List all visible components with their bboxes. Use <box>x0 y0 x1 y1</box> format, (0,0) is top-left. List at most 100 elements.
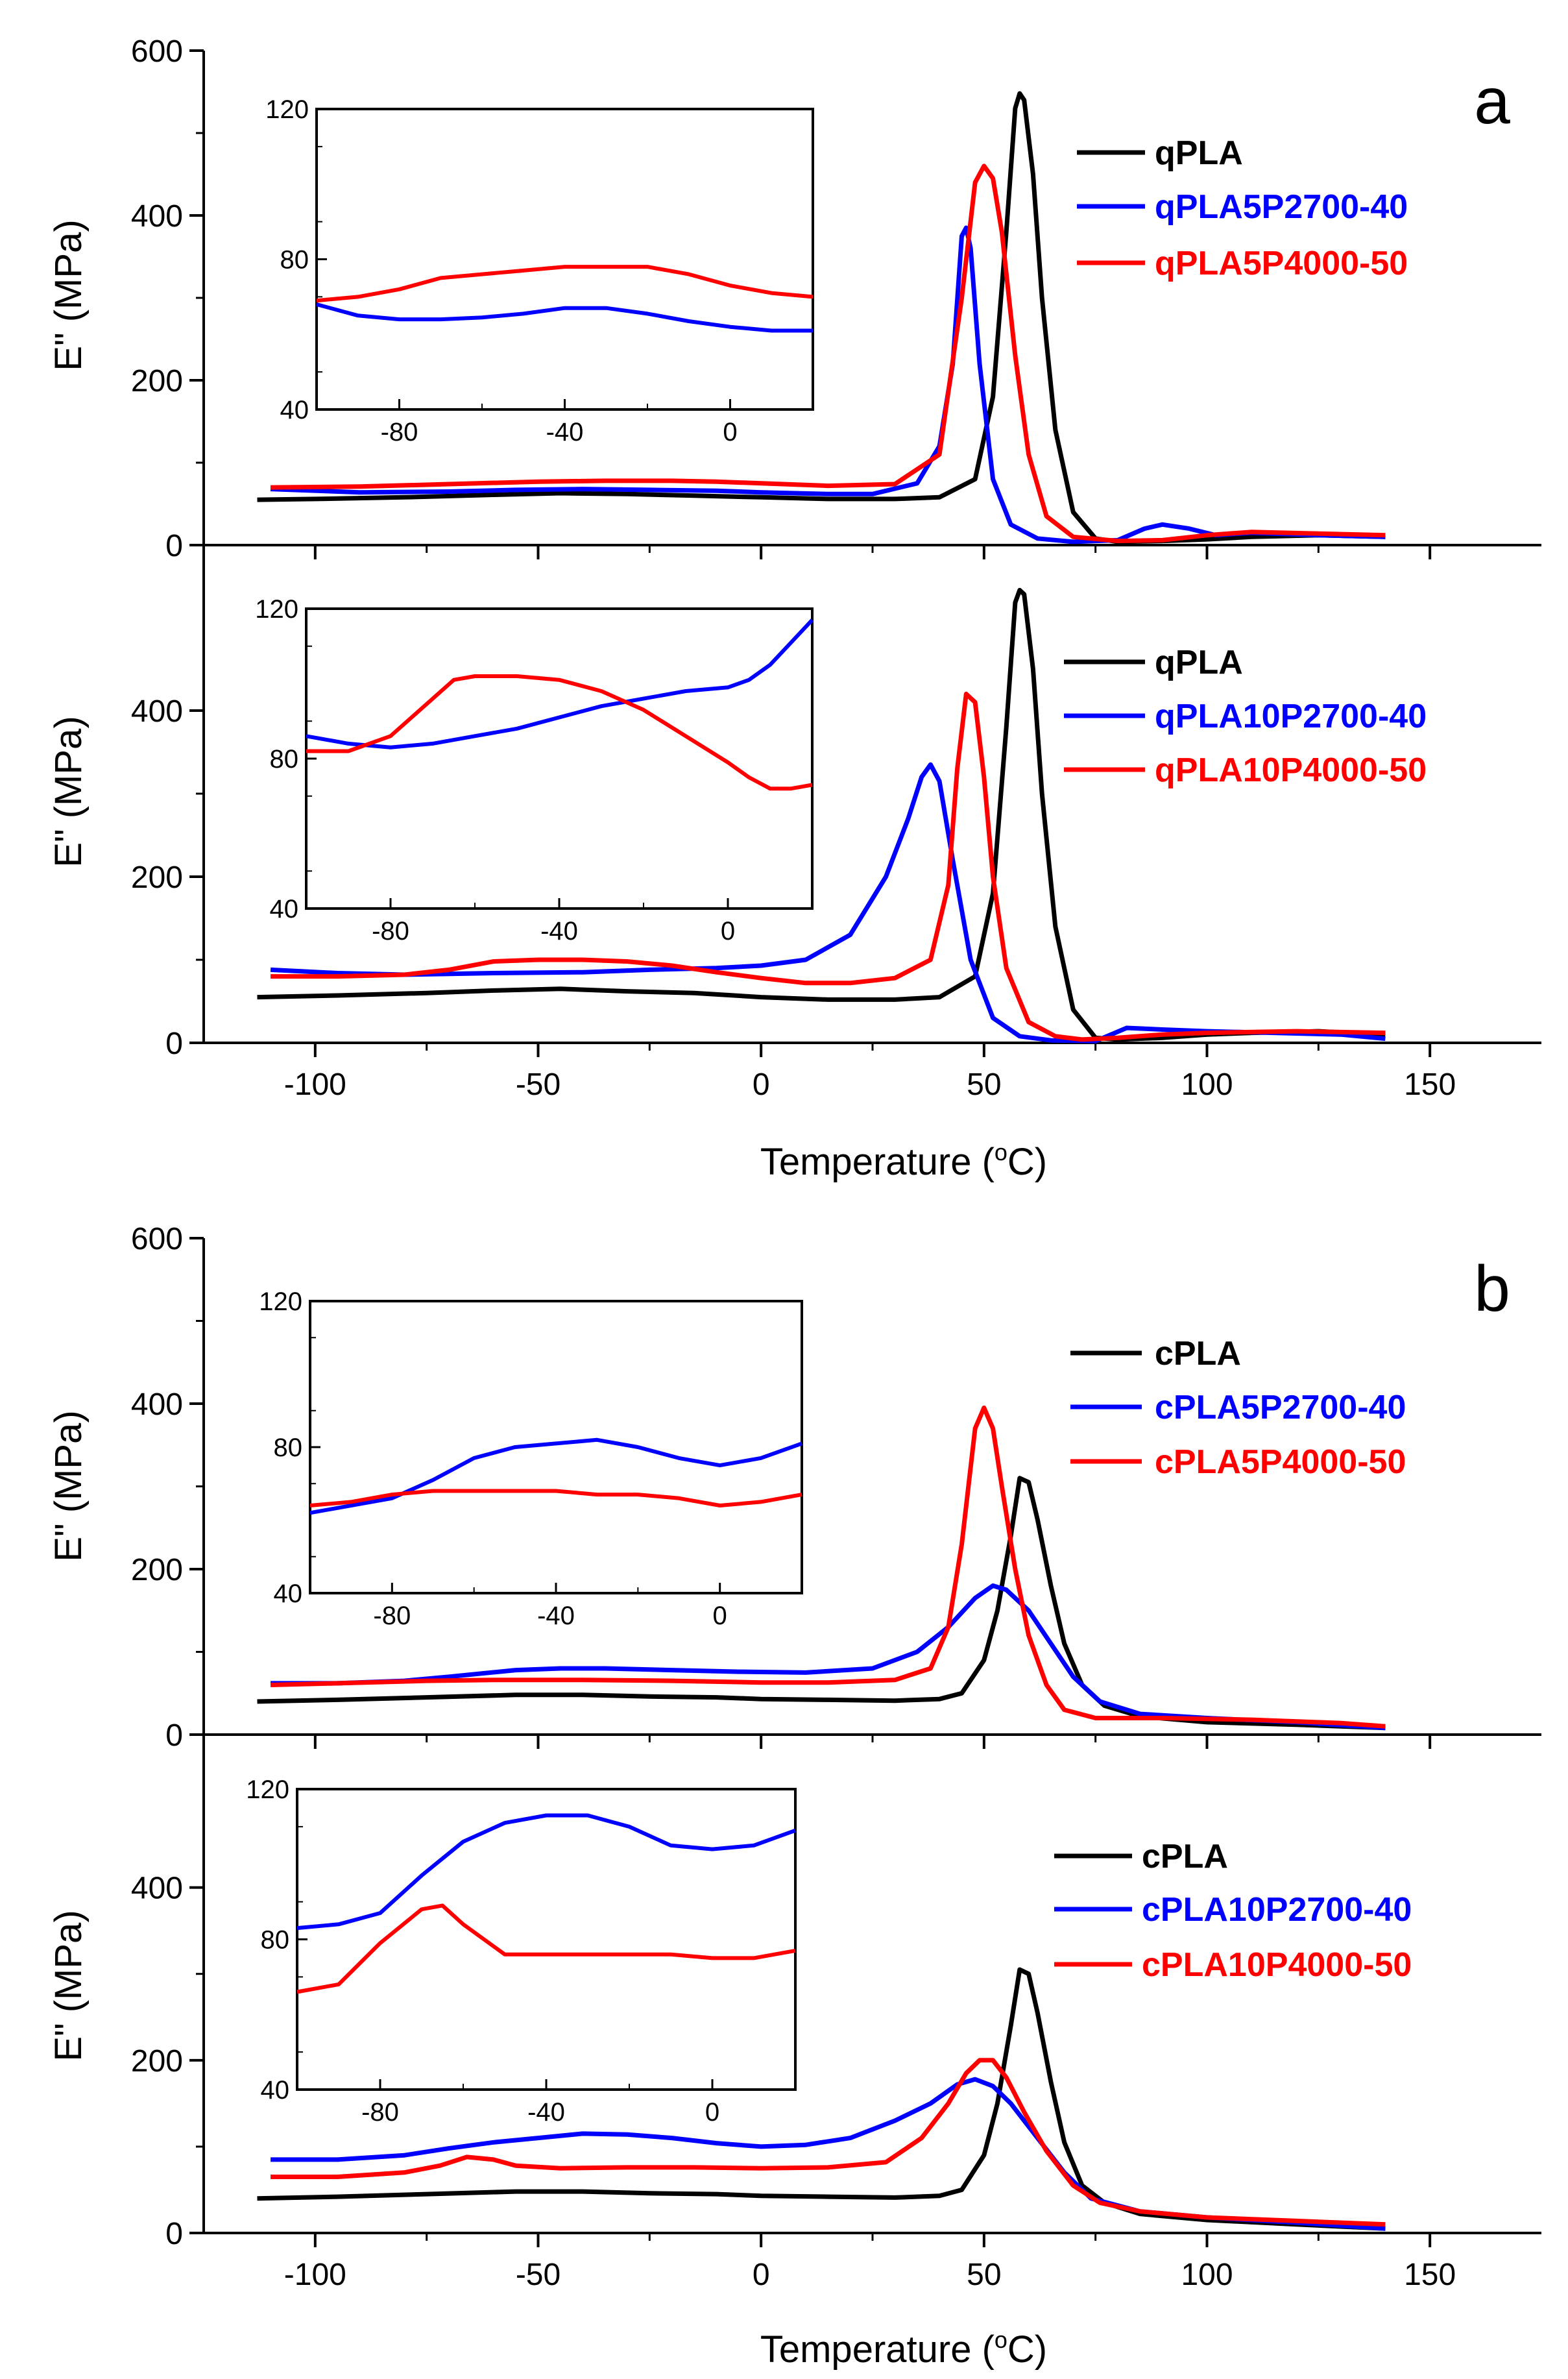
panel-b-label: b <box>1474 1252 1510 1325</box>
y-tick-label: 0 <box>165 1027 183 1061</box>
panel-b-top-ylabel: E" (MPa) <box>47 1410 90 1561</box>
panel-a-top-legend: qPLA qPLA5P2700-40 qPLA5P4000-50 <box>1077 134 1408 282</box>
y-tick-label: 400 <box>131 199 183 234</box>
panel-b-top-inset: 40 80 120 -80 -40 0 <box>259 1287 803 1630</box>
panel-b-xlabel: Temperature (oC) <box>760 2326 1047 2371</box>
inset-x-tick-label: -40 <box>527 2098 565 2127</box>
inset-y-tick-label: 40 <box>270 895 299 923</box>
inset-series-cpla10p2700-40 <box>296 1813 797 1931</box>
y-tick-label: 400 <box>131 694 183 729</box>
y-tick-label: 400 <box>131 1387 183 1422</box>
legend-entry: qPLA <box>1064 644 1243 681</box>
inset-y-tick-label: 80 <box>280 246 309 274</box>
x-tick-label: -100 <box>284 1068 346 1102</box>
series-cpla10p4000-50 <box>271 2058 1386 2227</box>
series-qpla10p2700-40 <box>270 762 1386 1043</box>
panel-a-top-inset: 40 80 120 -80 -40 0 <box>265 95 814 446</box>
panel-b-bottom-inset: 40 80 120 -80 -40 0 <box>246 1775 797 2127</box>
legend-cpla5p4000-50: cPLA5P4000-50 <box>1155 1443 1406 1481</box>
legend-qpla: qPLA <box>1155 644 1243 681</box>
inset-x-tick-label: 0 <box>705 2098 719 2127</box>
legend-qpla: qPLA <box>1155 134 1243 172</box>
y-tick-label: 0 <box>165 529 183 563</box>
panel-b-top-series <box>257 1405 1386 1731</box>
legend-entry: qPLA10P4000-50 <box>1064 751 1427 789</box>
panel-a-xlabel: Temperature (oC) <box>760 1139 1047 1183</box>
y-tick-label: 200 <box>131 1553 183 1587</box>
inset-y-tick-label: 120 <box>246 1775 289 1804</box>
panel-b-bottom-series <box>257 1967 1386 2231</box>
y-tick-label: 200 <box>131 860 183 895</box>
legend-entry: qPLA5P4000-50 <box>1077 245 1408 282</box>
legend-entry: cPLA <box>1070 1335 1241 1372</box>
legend-cpla: cPLA <box>1142 1838 1228 1875</box>
inset-series-qpla5p4000-50 <box>316 265 814 303</box>
panel-a-top-series <box>257 91 1386 544</box>
x-tick-label: -50 <box>516 1068 561 1102</box>
legend-cpla10p2700-40: cPLA10P2700-40 <box>1142 1891 1412 1929</box>
legend-entry: cPLA5P4000-50 <box>1070 1443 1406 1481</box>
series-qpla5p2700-40 <box>270 225 1386 544</box>
inset-y-tick-label: 40 <box>274 1580 303 1608</box>
panel-a-top-ylabel: E" (MPa) <box>47 219 90 371</box>
inset-series-cpla10p4000-50 <box>296 1903 796 1994</box>
legend-entry: qPLA10P2700-40 <box>1064 698 1427 735</box>
inset-y-tick-label: 120 <box>255 595 298 624</box>
inset-x-tick-label: -80 <box>373 1602 411 1630</box>
series-qpla5p4000-50 <box>271 164 1386 544</box>
inset-y-tick-label: 40 <box>280 396 309 424</box>
inset-y-tick-label: 80 <box>261 1926 290 1955</box>
inset-series-cpla5p2700-40 <box>309 1437 803 1515</box>
legend-cpla10p4000-50: cPLA10P4000-50 <box>1142 1946 1412 1984</box>
inset-x-tick-label: 0 <box>723 418 737 446</box>
inset-x-tick-label: -80 <box>361 2098 399 2127</box>
inset-y-tick-label: 120 <box>265 95 309 124</box>
legend-qpla10p4000-50: qPLA10P4000-50 <box>1155 751 1427 789</box>
inset-x-tick-label: -40 <box>540 917 578 946</box>
inset-x-tick-label: -40 <box>537 1602 575 1630</box>
inset-series-cpla5p4000-50 <box>309 1489 802 1507</box>
inset-x-tick-label: 0 <box>713 1602 727 1630</box>
panel-a-bottom-series <box>257 587 1386 1043</box>
series-cpla5p4000-50 <box>271 1405 1386 1729</box>
x-tick-label: 0 <box>753 2258 770 2292</box>
inset-x-tick-label: -40 <box>546 418 584 446</box>
legend-cpla5p2700-40: cPLA5P2700-40 <box>1155 1389 1406 1426</box>
legend-entry: cPLA10P4000-50 <box>1054 1946 1412 1984</box>
panel-b-top-legend: cPLA cPLA5P2700-40 cPLA5P4000-50 <box>1070 1335 1406 1481</box>
legend-qpla10p2700-40: qPLA10P2700-40 <box>1155 698 1427 735</box>
inset-y-tick-label: 40 <box>261 2076 290 2104</box>
legend-cpla: cPLA <box>1155 1335 1241 1372</box>
legend-entry: cPLA10P2700-40 <box>1054 1891 1412 1929</box>
x-tick-label: 0 <box>753 1068 770 1102</box>
series-cpla5p2700-40 <box>271 1583 1386 1731</box>
y-tick-label: 200 <box>131 2044 183 2079</box>
panel-b-bottom-legend: cPLA cPLA10P2700-40 cPLA10P4000-50 <box>1054 1838 1412 1984</box>
y-tick-label: 0 <box>165 2217 183 2251</box>
inset-series-qpla10p4000-50 <box>306 674 813 791</box>
inset-y-tick-label: 120 <box>259 1287 302 1316</box>
panel-a-bottom-ylabel: E" (MPa) <box>47 716 90 867</box>
legend-entry: cPLA5P2700-40 <box>1070 1389 1406 1426</box>
legend-qpla5p2700-40: qPLA5P2700-40 <box>1155 188 1408 226</box>
x-tick-label: 50 <box>967 2258 1001 2292</box>
y-tick-label: 600 <box>131 1222 183 1256</box>
y-tick-label: 600 <box>131 34 183 69</box>
inset-x-tick-label: -80 <box>381 418 418 446</box>
inset-series-qpla5p2700-40 <box>316 302 813 333</box>
inset-x-tick-label: 0 <box>721 917 735 946</box>
x-tick-label: 100 <box>1181 1068 1233 1102</box>
panel-a-bottom-inset: 40 80 120 -80 -40 0 <box>255 595 814 946</box>
inset-x-tick-label: -80 <box>372 917 409 946</box>
x-tick-label: 150 <box>1404 1068 1456 1102</box>
y-tick-label: 0 <box>165 1718 183 1753</box>
